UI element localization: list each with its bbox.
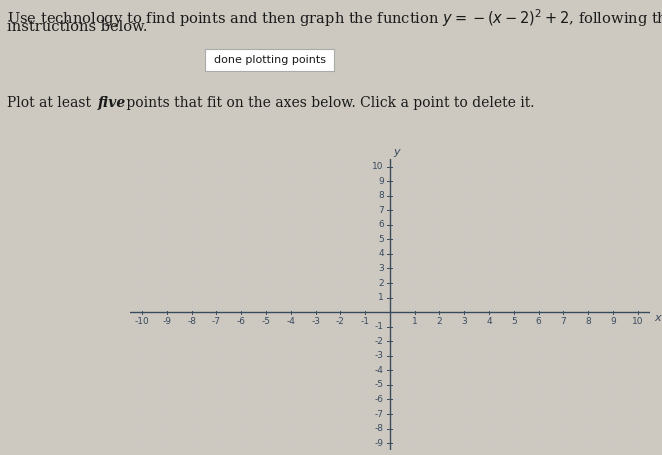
Text: 6: 6 [536, 317, 542, 326]
Text: -8: -8 [187, 317, 196, 326]
Text: 5: 5 [511, 317, 516, 326]
Text: 7: 7 [561, 317, 566, 326]
Text: -3: -3 [311, 317, 320, 326]
Text: 10: 10 [632, 317, 643, 326]
Text: -9: -9 [375, 439, 384, 448]
Text: 4: 4 [486, 317, 492, 326]
Text: -9: -9 [162, 317, 171, 326]
Text: 1: 1 [412, 317, 418, 326]
Text: -2: -2 [336, 317, 345, 326]
Text: 8: 8 [378, 191, 384, 200]
Text: -3: -3 [375, 351, 384, 360]
Text: 9: 9 [378, 177, 384, 186]
Text: 4: 4 [378, 249, 384, 258]
Text: Use technology to find points and then graph the function $y = -(x-2)^2 + 2$, fo: Use technology to find points and then g… [7, 7, 662, 29]
Text: -1: -1 [361, 317, 369, 326]
Text: 1: 1 [378, 293, 384, 302]
Text: 2: 2 [437, 317, 442, 326]
Text: y: y [394, 147, 401, 157]
Text: 6: 6 [378, 220, 384, 229]
Text: -1: -1 [375, 322, 384, 331]
Text: 10: 10 [372, 162, 384, 171]
Text: done plotting points: done plotting points [214, 55, 326, 65]
Text: -6: -6 [375, 395, 384, 404]
Text: 7: 7 [378, 206, 384, 215]
Text: five: five [97, 96, 126, 110]
Text: -4: -4 [375, 366, 384, 375]
Text: 5: 5 [378, 235, 384, 244]
Text: -7: -7 [212, 317, 221, 326]
Text: instructions below.: instructions below. [7, 20, 147, 35]
Text: -8: -8 [375, 424, 384, 433]
Text: -7: -7 [375, 410, 384, 419]
Text: -4: -4 [287, 317, 295, 326]
Text: 8: 8 [585, 317, 591, 326]
Text: 2: 2 [378, 278, 384, 288]
Text: 3: 3 [378, 264, 384, 273]
Text: points that fit on the axes below. Click a point to delete it.: points that fit on the axes below. Click… [122, 96, 535, 110]
Text: 9: 9 [610, 317, 616, 326]
Text: Plot at least: Plot at least [7, 96, 95, 110]
Text: 3: 3 [461, 317, 467, 326]
Text: x: x [654, 313, 661, 323]
Text: -5: -5 [261, 317, 271, 326]
Text: -2: -2 [375, 337, 384, 346]
Text: -10: -10 [135, 317, 150, 326]
Text: -5: -5 [375, 380, 384, 389]
Text: -6: -6 [237, 317, 246, 326]
